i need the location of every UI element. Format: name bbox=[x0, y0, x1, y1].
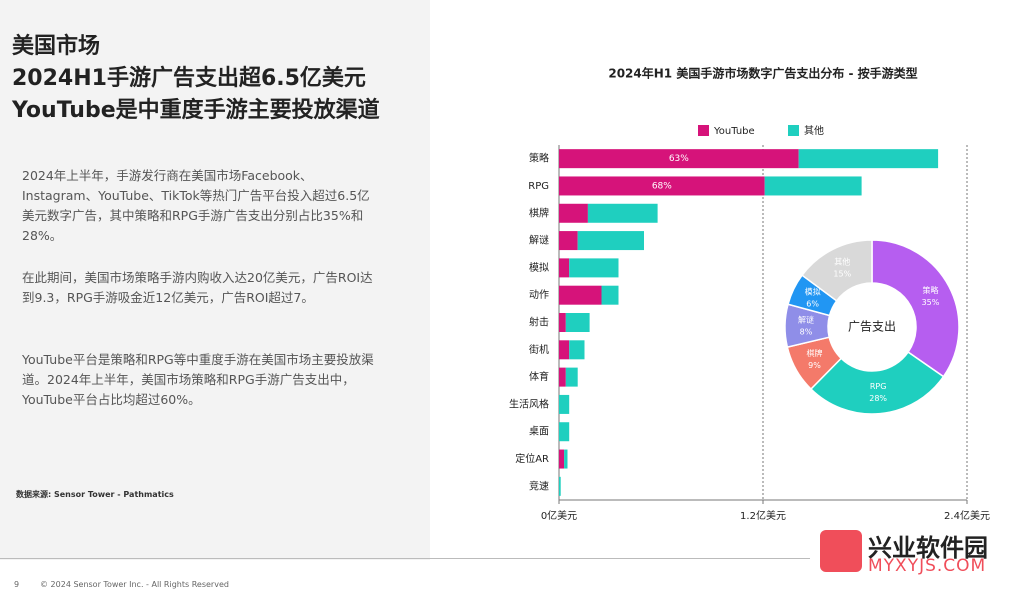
watermark: MYXYJS.COM bbox=[868, 556, 987, 576]
slice-label: 模拟 bbox=[805, 287, 821, 297]
bar-segment bbox=[577, 231, 644, 251]
donut-slice bbox=[809, 351, 945, 415]
bar-segment bbox=[559, 176, 765, 196]
legend-label: 其他 bbox=[804, 124, 824, 137]
page-number: 9 bbox=[14, 580, 20, 589]
bar-segment bbox=[559, 231, 578, 251]
bar-segment bbox=[559, 449, 565, 469]
y-tick-label: 动作 bbox=[529, 289, 549, 301]
slice-value: 35% bbox=[922, 298, 940, 307]
chart-title: 2024年H1 美国手游市场数字广告支出分布 - 按手游类型 bbox=[608, 66, 917, 81]
paragraph: 在此期间，美国市场策略手游内购收入达20亿美元，广告ROI达到9.3，RPG手游… bbox=[22, 270, 373, 305]
paragraph: YouTube平台是策略和RPG等中重度手游在美国市场主要投放渠道。2024年上… bbox=[22, 352, 374, 407]
copyright: © 2024 Sensor Tower Inc. - All Rights Re… bbox=[40, 580, 229, 589]
bar-segment bbox=[559, 258, 570, 278]
slice-label: RPG bbox=[870, 382, 887, 391]
y-tick-label: RPG bbox=[528, 181, 549, 192]
segment-label: 63% bbox=[669, 154, 689, 164]
donut-slice bbox=[801, 239, 873, 302]
y-tick-label: 生活风格 bbox=[509, 397, 549, 410]
bar-segment bbox=[559, 203, 588, 223]
bar-segment bbox=[564, 449, 568, 469]
y-tick-label: 街机 bbox=[529, 343, 549, 356]
legend-swatch bbox=[788, 125, 799, 136]
bar-segment bbox=[798, 149, 939, 169]
bar-segment bbox=[569, 258, 619, 278]
x-tick-label: 1.2亿美元 bbox=[740, 509, 786, 522]
legend-label: YouTube bbox=[713, 126, 755, 137]
y-tick-label: 桌面 bbox=[529, 425, 549, 438]
bar-segment bbox=[559, 340, 570, 360]
x-tick-label: 2.4亿美元 bbox=[944, 509, 990, 522]
chart: 2024年H1 美国手游市场数字广告支出分布 - 按手游类型 YouTube 其他 0… bbox=[509, 66, 990, 523]
y-tick-label: 体育 bbox=[529, 370, 549, 383]
bar-segment bbox=[559, 149, 799, 169]
slice-label: 解谜 bbox=[798, 314, 814, 324]
legend-swatch bbox=[698, 125, 709, 136]
bar-segment bbox=[764, 176, 862, 196]
y-tick-label: 解谜 bbox=[529, 234, 549, 247]
x-tick-label: 0亿美元 bbox=[541, 509, 577, 522]
slice-value: 15% bbox=[833, 270, 851, 279]
y-tick-label: 射击 bbox=[529, 317, 549, 329]
bar-segment bbox=[559, 476, 561, 496]
slice-value: 6% bbox=[806, 300, 819, 309]
y-tick-label: 定位AR bbox=[515, 452, 549, 465]
bar-segment bbox=[559, 313, 566, 332]
title-line: YouTube是中重度手游主要投放渠道 bbox=[12, 98, 380, 123]
bar-segment bbox=[565, 367, 578, 387]
segment-label: 68% bbox=[652, 181, 672, 191]
logo-icon bbox=[820, 530, 862, 572]
bar-segment bbox=[565, 313, 590, 332]
slice-label: 其他 bbox=[834, 257, 850, 267]
source: 数据来源: Sensor Tower - Pathmatics bbox=[16, 490, 174, 499]
left-panel: 美国市场 2024H1手游广告支出超6.5亿美元 YouTube是中重度手游主要… bbox=[0, 0, 430, 560]
y-tick-label: 棋牌 bbox=[529, 206, 549, 219]
bar-segment bbox=[559, 394, 570, 414]
title-line: 2024H1手游广告支出超6.5亿美元 bbox=[12, 66, 366, 91]
slice-label: 棋牌 bbox=[807, 348, 823, 358]
paragraph: 2024年上半年，手游发行商在美国市场Facebook、Instagram、Yo… bbox=[22, 168, 370, 243]
y-tick-label: 模拟 bbox=[529, 261, 549, 274]
bar-segment bbox=[601, 285, 619, 305]
donut-slice bbox=[871, 239, 960, 378]
footer-rule bbox=[0, 558, 810, 559]
slice-value: 9% bbox=[808, 361, 821, 370]
y-tick-label: 竞速 bbox=[529, 479, 549, 492]
bar-segment bbox=[569, 340, 585, 360]
bar-segment bbox=[587, 203, 658, 223]
slice-value: 28% bbox=[869, 394, 887, 403]
bar-segment bbox=[559, 422, 570, 442]
bar-segment bbox=[559, 285, 602, 305]
title-line: 美国市场 bbox=[12, 34, 101, 59]
bar-segment bbox=[559, 367, 566, 387]
watermark: 兴业软件园 bbox=[868, 534, 988, 562]
slice-value: 8% bbox=[800, 327, 813, 336]
slice-label: 策略 bbox=[922, 285, 938, 295]
y-tick-label: 策略 bbox=[529, 152, 549, 165]
donut-center-label: 广告支出 bbox=[848, 320, 896, 334]
